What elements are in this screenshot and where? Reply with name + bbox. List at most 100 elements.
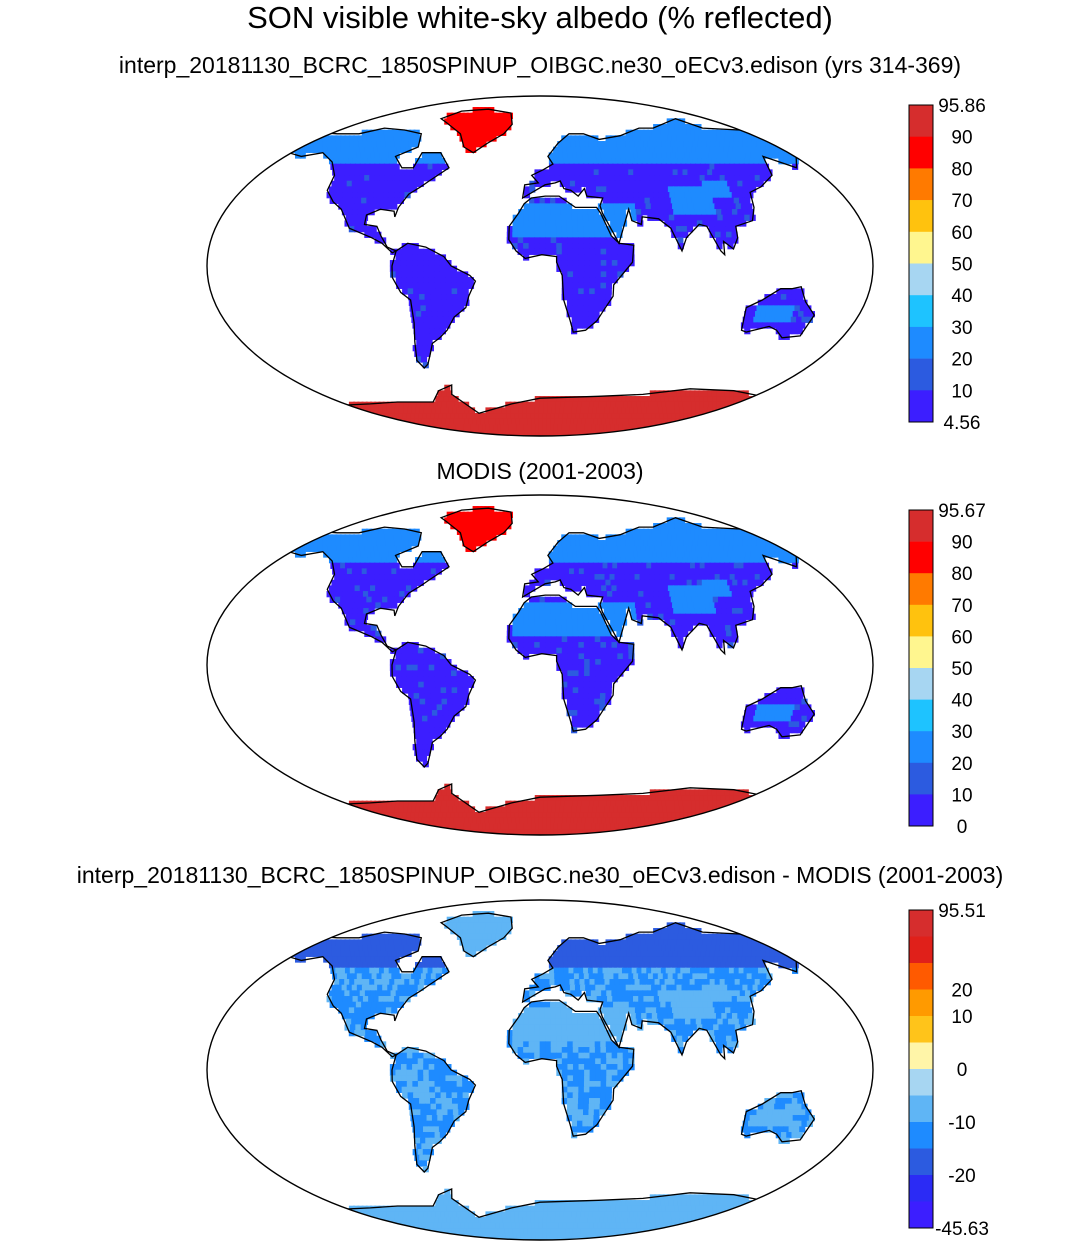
grid-cell <box>410 418 417 425</box>
grid-cell <box>534 806 542 813</box>
grid-cell <box>421 311 428 318</box>
grid-cell <box>410 534 417 541</box>
grid-cell <box>580 146 587 153</box>
grid-cell <box>685 829 692 835</box>
grid-cell <box>690 424 697 431</box>
grid-cell <box>681 430 688 436</box>
grid-cell <box>480 141 487 148</box>
grid-cell <box>604 214 611 221</box>
grid-cell <box>599 812 606 819</box>
grid-cell <box>340 146 348 153</box>
grid-cell <box>528 619 535 626</box>
grid-cell <box>690 396 697 403</box>
grid-cell <box>728 806 735 813</box>
grid-cell <box>371 141 379 148</box>
grid-cell <box>711 789 718 796</box>
grid-cell <box>355 418 362 425</box>
grid-cell <box>599 231 607 238</box>
grid-cell <box>751 305 758 312</box>
grid-cell <box>366 413 373 420</box>
grid-cell <box>534 413 542 420</box>
grid-cell <box>756 141 763 148</box>
grid-cell <box>721 636 728 643</box>
grid-cell <box>343 602 350 609</box>
grid-cell <box>728 613 735 620</box>
grid-cell <box>331 540 338 547</box>
grid-cell <box>553 146 560 153</box>
grid-cell <box>362 829 369 835</box>
grid-cell <box>333 829 340 835</box>
grid-cell <box>611 243 618 250</box>
grid-cell <box>577 299 584 306</box>
grid-cell <box>539 630 546 637</box>
grid-cell <box>395 664 402 671</box>
grid-cell <box>439 659 446 666</box>
grid-cell <box>734 186 741 193</box>
grid-cell <box>691 800 698 807</box>
grid-cell <box>575 812 582 819</box>
grid-cell <box>546 413 554 420</box>
grid-cell <box>560 596 567 603</box>
colorbar-label: 10 <box>951 381 972 402</box>
grid-cell <box>396 568 403 575</box>
grid-cell <box>712 424 719 431</box>
grid-cell <box>625 396 632 403</box>
grid-cell <box>668 158 675 165</box>
grid-cell <box>347 418 354 425</box>
grid-cell <box>472 534 479 541</box>
grid-cell <box>733 197 740 204</box>
grid-cell <box>618 197 625 204</box>
grid-cell <box>753 817 760 824</box>
grid-cell <box>576 322 583 329</box>
grid-cell <box>464 118 471 125</box>
grid-cell <box>442 163 449 170</box>
grid-cell <box>587 135 594 142</box>
grid-cell <box>705 608 712 615</box>
grid-cell <box>385 141 392 148</box>
grid-cell <box>397 534 404 541</box>
grid-cell <box>364 203 371 210</box>
grid-cell <box>390 585 397 592</box>
grid-cell <box>712 823 719 830</box>
grid-cell <box>359 602 366 609</box>
grid-cell <box>420 356 428 363</box>
grid-cell <box>333 158 340 165</box>
grid-cell <box>595 579 602 586</box>
grid-cell <box>702 568 709 575</box>
grid-cell <box>561 653 569 660</box>
grid-cell <box>482 424 489 431</box>
grid-cell <box>605 288 612 295</box>
grid-cell <box>679 613 686 620</box>
grid-cell <box>482 812 489 819</box>
grid-cell <box>700 591 707 598</box>
grid-cell <box>721 209 728 216</box>
grid-cell <box>749 407 756 414</box>
grid-cell <box>331 591 338 598</box>
grid-cell <box>587 209 594 216</box>
grid-cell <box>523 823 530 830</box>
grid-cell <box>416 715 423 722</box>
grid-cell <box>439 829 446 835</box>
grid-cell <box>359 175 366 182</box>
grid-cell <box>677 169 684 176</box>
grid-cell <box>435 795 442 802</box>
grid-cell <box>648 591 655 598</box>
grid-cell <box>386 413 393 420</box>
grid-cell <box>611 271 618 278</box>
grid-cell <box>364 630 371 637</box>
grid-cell <box>539 197 546 204</box>
grid-cell <box>419 693 426 700</box>
grid-cell <box>615 413 622 420</box>
grid-cell <box>458 812 465 819</box>
grid-cell <box>465 528 472 535</box>
grid-cell <box>399 141 406 148</box>
grid-cell <box>656 579 663 586</box>
grid-cell <box>739 574 746 581</box>
grid-cell <box>760 152 767 159</box>
grid-cell <box>657 186 664 193</box>
grid-cell <box>566 141 573 148</box>
grid-cell <box>723 220 731 227</box>
grid-cell <box>719 625 726 632</box>
grid-cell <box>736 169 743 176</box>
grid-cell <box>419 350 426 357</box>
